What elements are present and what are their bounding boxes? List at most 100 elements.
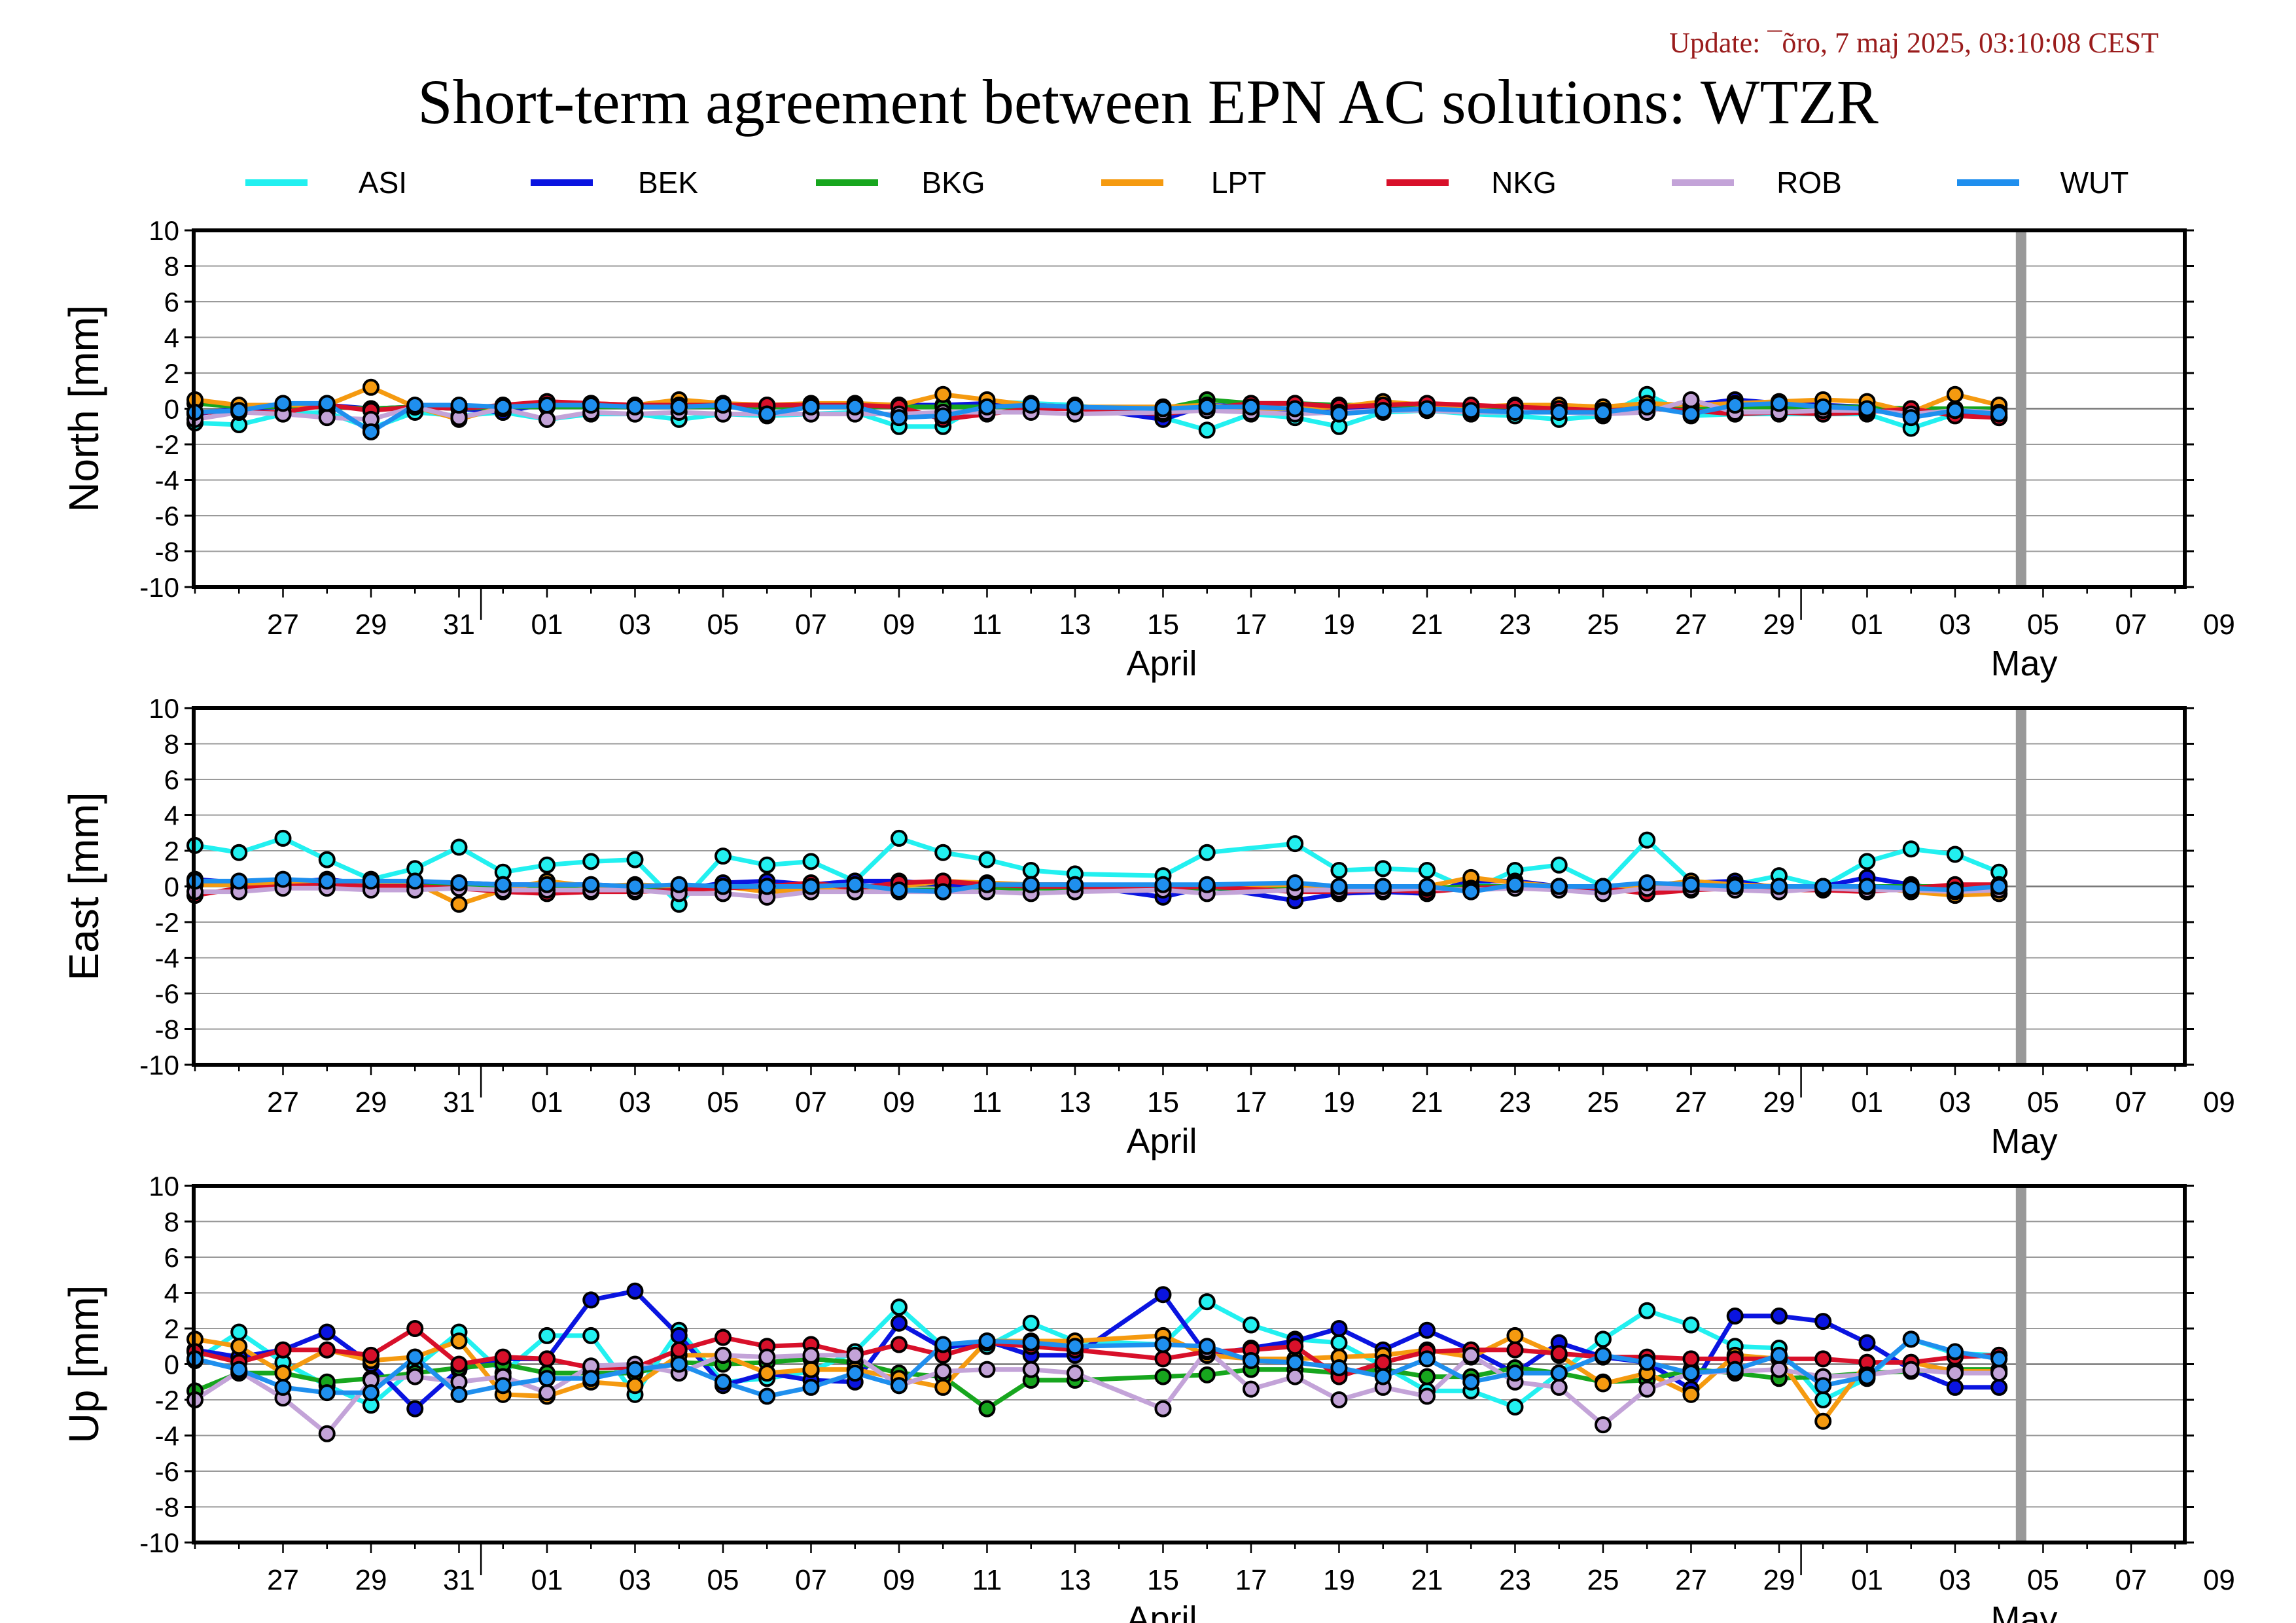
- x-tick-label: 23: [1499, 1086, 1531, 1118]
- data-point-asi: [230, 1323, 248, 1341]
- plot-frame: [192, 706, 2187, 1067]
- x-tick-label: 21: [1411, 609, 1443, 641]
- x-tick-label: 29: [355, 1086, 387, 1118]
- legend-label: ASI: [359, 166, 407, 200]
- y-tick-label: 6: [164, 287, 179, 317]
- y-tick-label: -4: [155, 943, 179, 974]
- data-point-wut: [802, 878, 820, 895]
- data-point-wut: [406, 872, 424, 890]
- x-tick-label: 07: [2115, 609, 2147, 641]
- x-tick-label: 01: [1851, 1086, 1883, 1118]
- data-point-bek: [582, 1291, 600, 1309]
- x-tick-label: 03: [619, 1086, 651, 1118]
- data-point-rob: [846, 1346, 864, 1364]
- page-title: Short-term agreement between EPN AC solu…: [417, 67, 1879, 137]
- data-point-wut: [1506, 1364, 1524, 1382]
- data-point-lpt: [362, 378, 380, 396]
- data-point-rob: [934, 1363, 952, 1380]
- y-tick-label: 6: [164, 1242, 179, 1273]
- data-point-wut: [1638, 398, 1656, 416]
- data-point-asi: [1638, 831, 1656, 849]
- data-point-bek: [1330, 1320, 1348, 1337]
- data-point-lpt: [1814, 1412, 1832, 1430]
- x-tick-label: 11: [972, 1086, 1002, 1118]
- y-tick-label: 8: [164, 1207, 179, 1238]
- data-point-asi: [1198, 421, 1216, 439]
- data-point-wut: [1022, 876, 1040, 893]
- data-point-wut: [1154, 876, 1172, 893]
- plot-frame: [192, 228, 2187, 589]
- month-label-april: April: [1126, 1122, 1197, 1161]
- data-point-asi: [1330, 861, 1348, 879]
- legend-item-asi: ASI: [245, 166, 407, 200]
- data-point-wut: [758, 878, 776, 895]
- chart-panels: 10 8 6 4 2 0 -2 -4 -6 -8 -10 North [mm] 27 29 31 01 03 05…: [60, 215, 2235, 1623]
- x-tick-label: 01: [531, 1086, 563, 1118]
- x-tick-label: 29: [355, 609, 387, 641]
- data-point-wut: [1990, 405, 2008, 423]
- y-tick-label: -10: [139, 1527, 179, 1558]
- data-point-asi: [1330, 1334, 1348, 1351]
- panel-east: 10 8 6 4 2 0 -2 -4 -6 -8 -10 East [mm] 27 29 31 01 03 05 0…: [60, 693, 2235, 1161]
- data-point-wut: [494, 398, 512, 416]
- data-point-bek: [670, 1327, 688, 1344]
- data-point-wut: [318, 395, 336, 412]
- data-point-rob: [1286, 1368, 1304, 1385]
- legend-item-wut: WUT: [1957, 166, 2128, 200]
- x-tick-label: 03: [619, 609, 651, 641]
- month-label-may: May: [1991, 1599, 2058, 1623]
- data-point-bek: [406, 1400, 424, 1418]
- data-point-wut: [934, 883, 952, 901]
- data-point-wut: [1594, 403, 1612, 421]
- data-point-wut: [890, 1377, 908, 1395]
- data-point-nkg: [494, 1348, 512, 1366]
- data-point-rob: [758, 1348, 776, 1366]
- legend-label: BEK: [638, 166, 698, 200]
- y-tick-label: -4: [155, 465, 179, 496]
- data-point-wut: [582, 1370, 600, 1387]
- x-tick-label: 29: [1763, 1086, 1795, 1118]
- data-point-rob: [318, 1425, 336, 1442]
- data-point-bek: [890, 1314, 908, 1332]
- x-tick-label: 13: [1059, 1564, 1091, 1596]
- x-tick-label: 15: [1147, 609, 1179, 641]
- data-point-rob: [406, 1368, 424, 1385]
- x-tick-label: 11: [972, 1564, 1002, 1596]
- x-tick-label: 29: [1763, 609, 1795, 641]
- data-point-lpt: [230, 1338, 248, 1355]
- data-point-wut: [714, 397, 732, 414]
- data-point-rob: [714, 1346, 732, 1364]
- x-tick-label: 07: [2115, 1564, 2147, 1596]
- data-point-lpt: [450, 1332, 468, 1350]
- data-point-wut: [1858, 878, 1876, 895]
- data-point-asi: [1198, 844, 1216, 861]
- data-point-lpt: [934, 1378, 952, 1396]
- data-point-asi: [626, 851, 644, 868]
- x-tick-label: 15: [1147, 1086, 1179, 1118]
- x-tick-label: 29: [1763, 1564, 1795, 1596]
- data-point-wut: [1946, 402, 1964, 419]
- y-tick-label: 4: [164, 1278, 179, 1309]
- legend-item-bek: BEK: [531, 166, 698, 200]
- data-point-asi: [1506, 1398, 1524, 1416]
- data-point-asi: [1198, 1293, 1216, 1311]
- y-axis-label: North [mm]: [60, 305, 107, 512]
- data-point-wut: [494, 1377, 512, 1395]
- data-point-lpt: [1682, 1385, 1700, 1403]
- data-point-wut: [1418, 1350, 1436, 1368]
- data-point-wut: [670, 1355, 688, 1373]
- data-point-wut: [1726, 1361, 1744, 1378]
- x-tick-label: 27: [1675, 1564, 1707, 1596]
- data-point-bek: [626, 1282, 644, 1300]
- x-tick-label: 19: [1323, 609, 1355, 641]
- data-point-wut: [1858, 400, 1876, 418]
- data-point-nkg: [450, 1355, 468, 1373]
- data-point-wut: [846, 1364, 864, 1382]
- y-tick-label: -6: [155, 1456, 179, 1487]
- data-point-bek: [1418, 1321, 1436, 1339]
- data-point-nkg: [1506, 1341, 1524, 1359]
- data-point-rob: [978, 1361, 996, 1378]
- data-point-asi: [714, 847, 732, 865]
- data-point-wut: [1594, 878, 1612, 895]
